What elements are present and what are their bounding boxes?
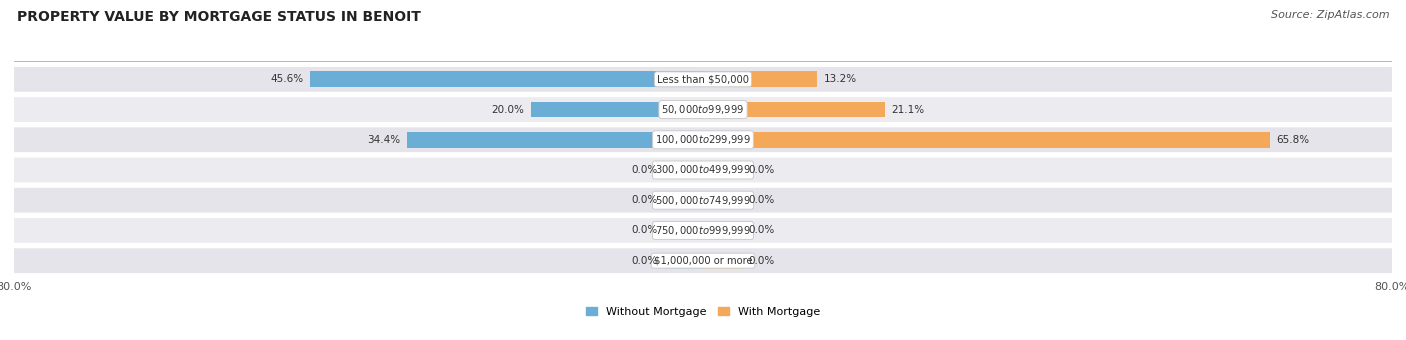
Bar [703, 192, 742, 208]
Text: PROPERTY VALUE BY MORTGAGE STATUS IN BENOIT: PROPERTY VALUE BY MORTGAGE STATUS IN BEN… [17, 10, 420, 24]
Bar [664, 192, 703, 208]
Text: 65.8%: 65.8% [1277, 135, 1309, 145]
FancyBboxPatch shape [14, 67, 1392, 92]
FancyBboxPatch shape [14, 128, 1392, 152]
Text: 0.0%: 0.0% [748, 165, 775, 175]
Text: 0.0%: 0.0% [631, 225, 658, 235]
Bar [703, 253, 742, 269]
Text: 0.0%: 0.0% [631, 165, 658, 175]
FancyBboxPatch shape [14, 188, 1392, 212]
Text: 0.0%: 0.0% [631, 256, 658, 266]
Text: $300,000 to $499,999: $300,000 to $499,999 [655, 164, 751, 176]
Text: $100,000 to $299,999: $100,000 to $299,999 [655, 133, 751, 146]
Text: 20.0%: 20.0% [491, 105, 524, 115]
Text: 0.0%: 0.0% [748, 225, 775, 235]
Text: Source: ZipAtlas.com: Source: ZipAtlas.com [1271, 10, 1389, 20]
Text: 0.0%: 0.0% [748, 256, 775, 266]
Text: 0.0%: 0.0% [631, 195, 658, 205]
Text: 45.6%: 45.6% [270, 74, 304, 84]
FancyBboxPatch shape [14, 158, 1392, 182]
FancyBboxPatch shape [14, 97, 1392, 122]
Text: Less than $50,000: Less than $50,000 [657, 74, 749, 84]
FancyBboxPatch shape [14, 248, 1392, 273]
Bar [703, 162, 742, 178]
Bar [664, 223, 703, 238]
Bar [703, 102, 884, 117]
Text: $750,000 to $999,999: $750,000 to $999,999 [655, 224, 751, 237]
Text: $50,000 to $99,999: $50,000 to $99,999 [661, 103, 745, 116]
FancyBboxPatch shape [14, 218, 1392, 243]
Text: 21.1%: 21.1% [891, 105, 925, 115]
Text: 34.4%: 34.4% [367, 135, 399, 145]
Bar [664, 253, 703, 269]
Bar [703, 71, 817, 87]
Text: $1,000,000 or more: $1,000,000 or more [654, 256, 752, 266]
Text: 13.2%: 13.2% [824, 74, 856, 84]
Bar [406, 132, 703, 148]
Bar [703, 223, 742, 238]
Bar [703, 132, 1270, 148]
Bar [531, 102, 703, 117]
Bar [664, 162, 703, 178]
Text: $500,000 to $749,999: $500,000 to $749,999 [655, 194, 751, 207]
Bar [311, 71, 703, 87]
Legend: Without Mortgage, With Mortgage: Without Mortgage, With Mortgage [582, 302, 824, 321]
Text: 0.0%: 0.0% [748, 195, 775, 205]
